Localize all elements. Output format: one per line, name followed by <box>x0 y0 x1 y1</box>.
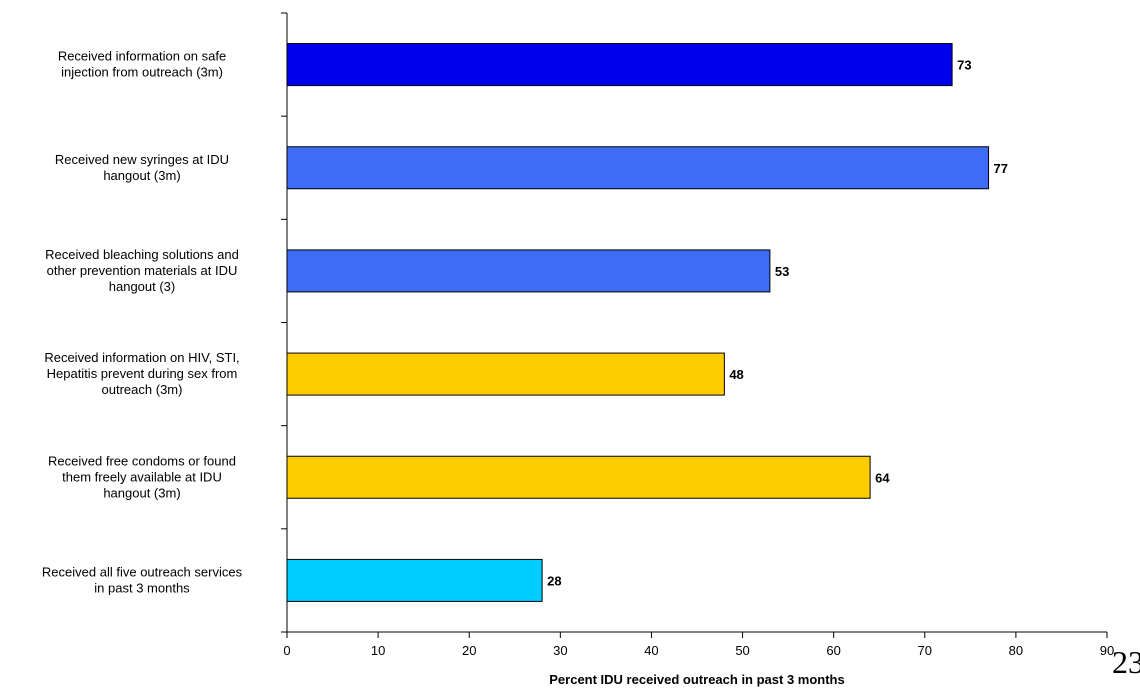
category-label-line: Received information on HIV, STI, <box>44 350 239 365</box>
data-label: 77 <box>994 161 1008 176</box>
x-tick-label: 30 <box>553 643 567 658</box>
category-label-line: hangout (3) <box>109 279 176 294</box>
tick-labels-group: 0 10 20 30 40 50 60 70 80 90 <box>283 643 1114 658</box>
bar <box>286 146 990 190</box>
x-tick-label: 40 <box>644 643 658 658</box>
x-axis-title: Percent IDU received outreach in past 3 … <box>549 672 844 687</box>
x-tick-label: 20 <box>462 643 476 658</box>
bars-group <box>286 43 990 602</box>
category-label-line: outreach (3m) <box>102 382 183 397</box>
category-label-line: Received all five outreach services <box>42 564 243 579</box>
category-label-line: them freely available at IDU <box>62 469 222 484</box>
category-label: Received all five outreach services in pa… <box>42 564 243 595</box>
data-label: 48 <box>729 367 743 382</box>
data-labels-group: 73 77 53 48 64 28 <box>547 58 1008 589</box>
category-label-line: hangout (3m) <box>103 168 180 183</box>
axes-group <box>281 12 1108 638</box>
category-label-line: Received free condoms or found <box>48 453 236 468</box>
bar <box>286 558 543 602</box>
x-tick-label: 10 <box>371 643 385 658</box>
category-label: Received bleaching solutions and other pr… <box>45 247 239 294</box>
x-tick-label: 90 <box>1100 643 1114 658</box>
bar <box>286 455 871 499</box>
x-tick-label: 70 <box>918 643 932 658</box>
bar <box>286 249 771 293</box>
data-label: 64 <box>875 470 890 485</box>
data-label: 53 <box>775 264 789 279</box>
category-label-line: hangout (3m) <box>103 485 180 500</box>
category-labels-group: Received information on safe injection fr… <box>42 49 243 596</box>
category-label-line: Received bleaching solutions and <box>45 247 239 262</box>
x-tick-label: 50 <box>735 643 749 658</box>
x-tick-label: 80 <box>1009 643 1023 658</box>
bar <box>286 352 725 396</box>
category-label-line: Hepatitis prevent during sex from <box>47 366 238 381</box>
data-label: 28 <box>547 573 561 588</box>
category-label: Received free condoms or found them freel… <box>48 453 236 500</box>
category-label: Received information on safe injection fr… <box>58 49 226 80</box>
category-label-line: injection from outreach (3m) <box>61 65 223 80</box>
data-label: 73 <box>957 58 971 73</box>
category-label: Received information on HIV, STI, Hepatit… <box>44 350 239 397</box>
category-label: Received new syringes at IDU hangout (3m) <box>55 152 229 183</box>
x-tick-label: 0 <box>283 643 290 658</box>
category-label-line: in past 3 months <box>94 580 190 595</box>
page-number: 23 <box>1112 644 1140 680</box>
category-label-line: other prevention materials at IDU <box>47 263 238 278</box>
category-label-line: Received information on safe <box>58 49 226 64</box>
x-tick-label: 60 <box>826 643 840 658</box>
category-label-line: Received new syringes at IDU <box>55 152 229 167</box>
bar <box>286 43 953 87</box>
